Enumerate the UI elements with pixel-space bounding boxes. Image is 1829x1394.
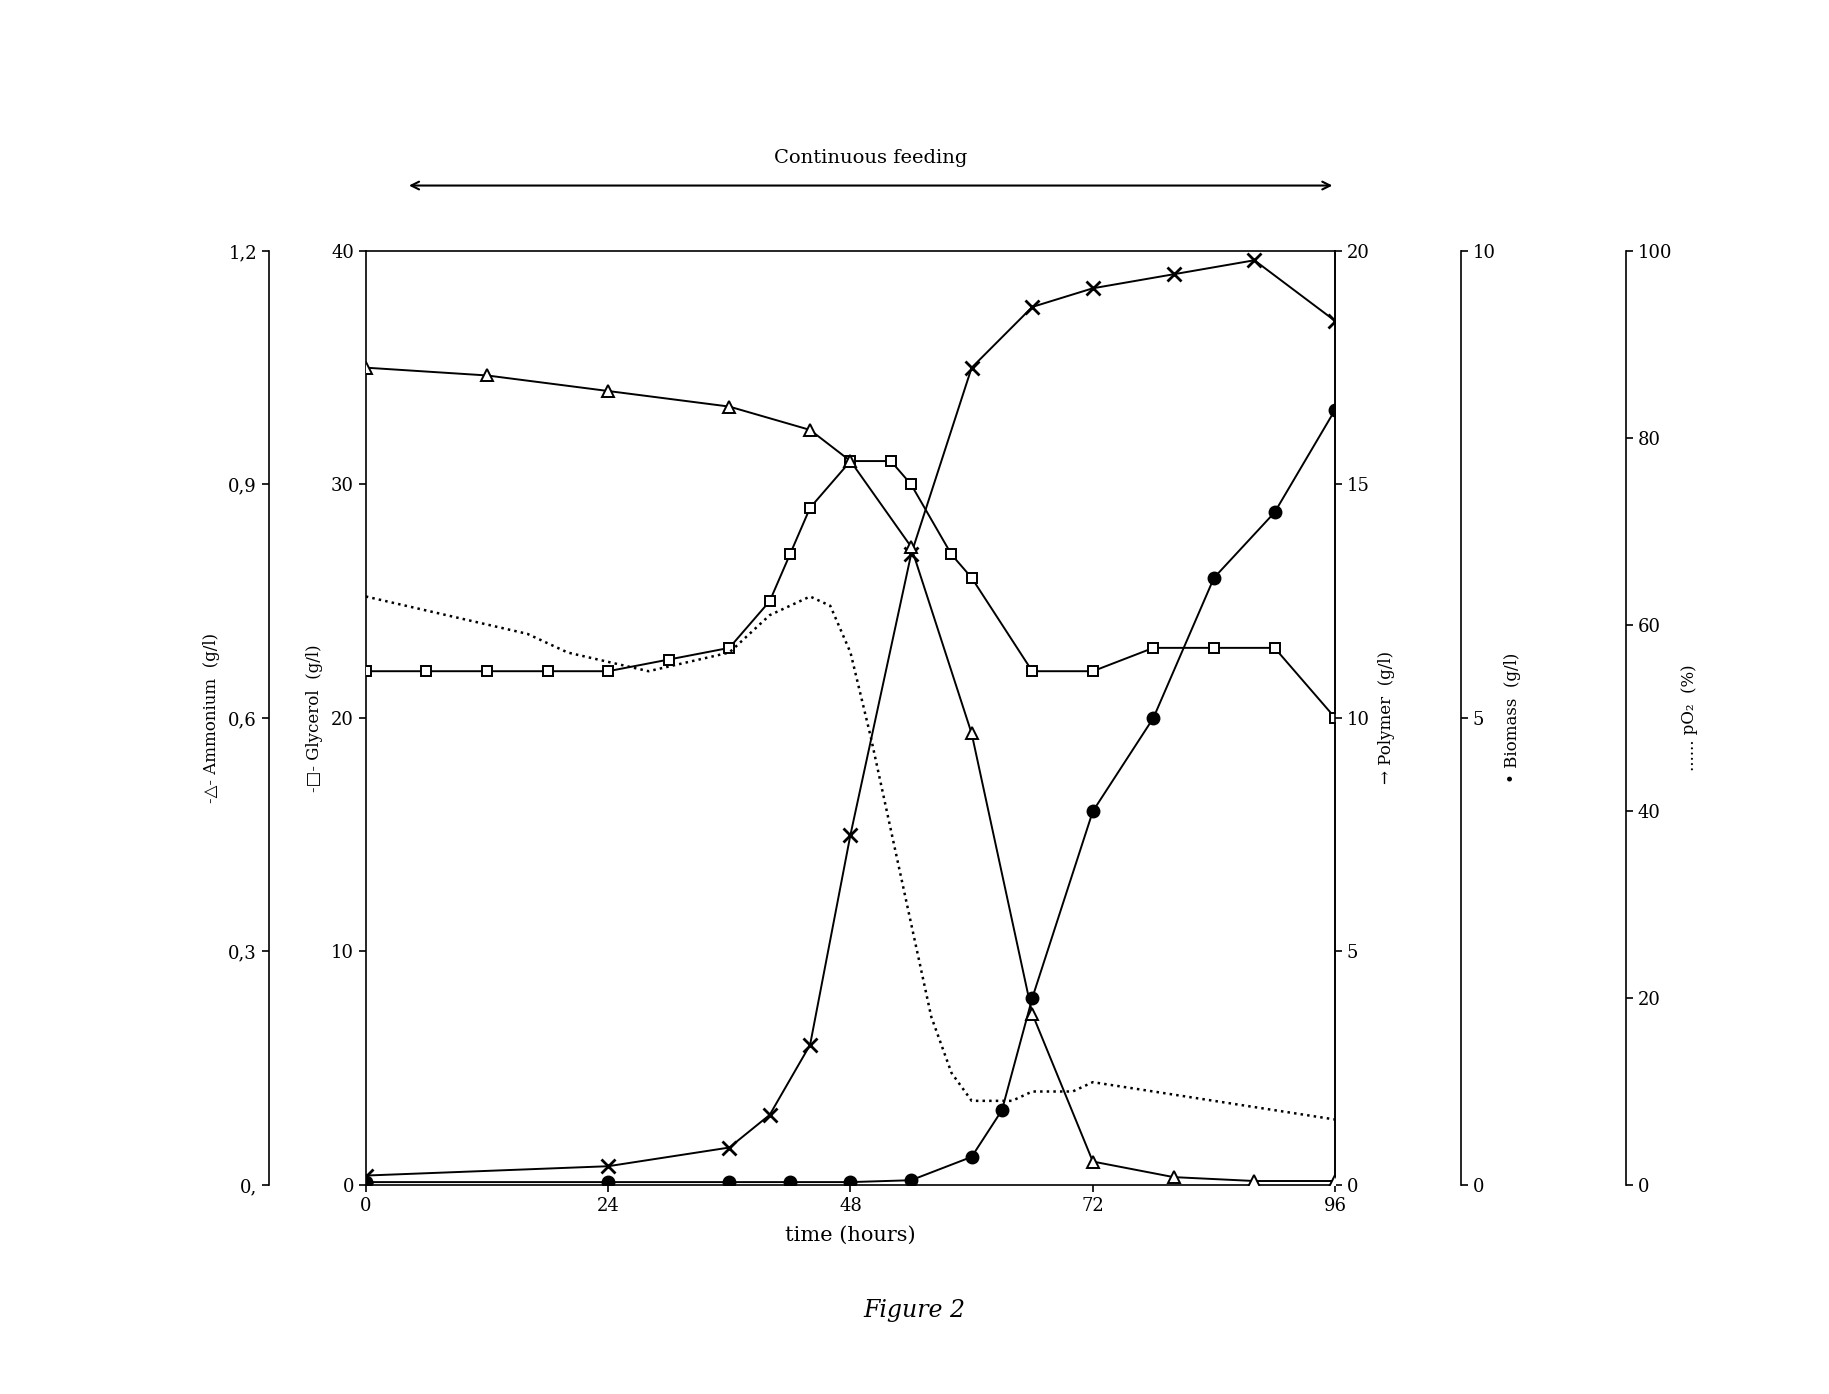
X-axis label: time (hours): time (hours) [785, 1225, 916, 1245]
Y-axis label: → Polymer  (g/l): → Polymer (g/l) [1379, 651, 1396, 785]
Y-axis label: -△- Ammonium  (g/l): -△- Ammonium (g/l) [203, 633, 219, 803]
Y-axis label: ...... pO₂  (%): ...... pO₂ (%) [1681, 665, 1697, 771]
Text: Figure 2: Figure 2 [863, 1299, 966, 1322]
Y-axis label: • Biomass  (g/l): • Biomass (g/l) [1503, 652, 1522, 783]
Text: Continuous feeding: Continuous feeding [774, 149, 968, 167]
Y-axis label: -□- Glycerol  (g/l): -□- Glycerol (g/l) [305, 644, 322, 792]
